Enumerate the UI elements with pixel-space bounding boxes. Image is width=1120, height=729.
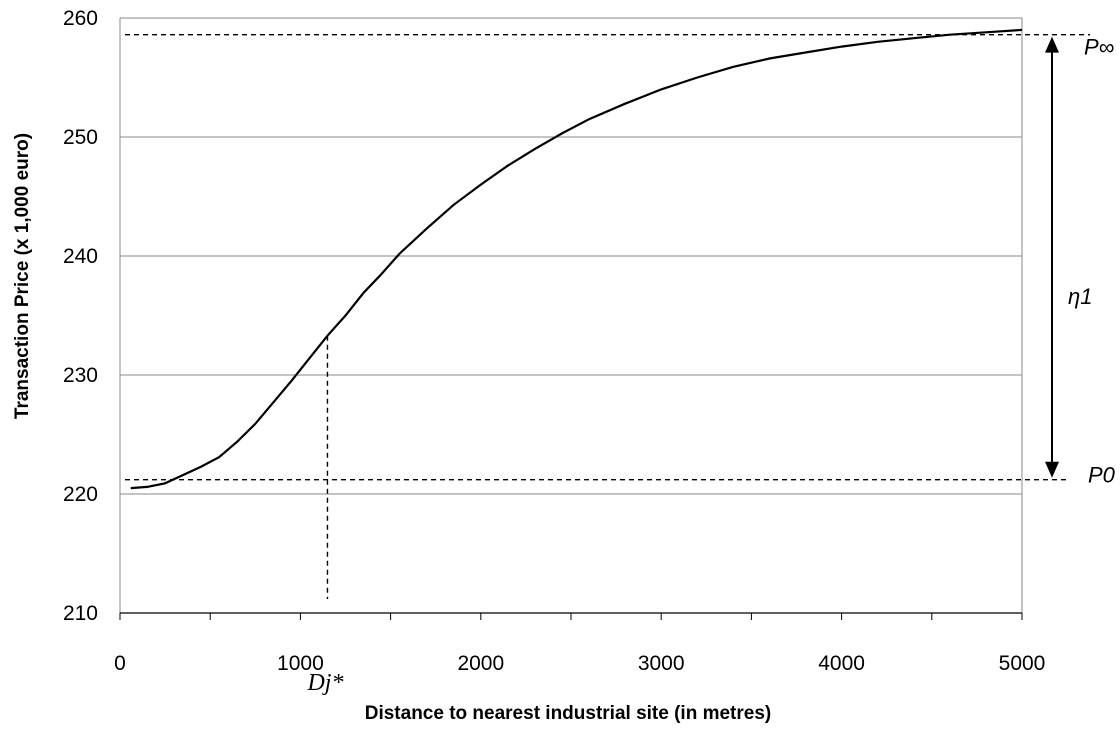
d-star-label: Dj* (306, 670, 343, 696)
x-tick-label-2000: 2000 (457, 652, 504, 675)
tick-labels: 210 220 230 240 250 260 0 1000 2000 3000 4000 5000 (63, 7, 1045, 675)
x-tick-label-4000: 4000 (818, 652, 865, 675)
y-axis-label: Transaction Price (x 1,000 euro) (12, 133, 33, 419)
eta-label: η1 (1068, 284, 1092, 309)
x-tick-label-5000: 5000 (999, 652, 1046, 675)
y-tick-label-220: 220 (63, 483, 98, 506)
y-tick-label-240: 240 (63, 245, 98, 268)
series-layer (130, 28, 1023, 490)
eta-arrow-head-up (1045, 36, 1059, 53)
x-tick-label-0: 0 (114, 652, 126, 675)
y-tick-label-250: 250 (63, 126, 98, 149)
y-tick-label-260: 260 (63, 7, 98, 30)
grid-lines (120, 17, 1022, 495)
axes (119, 18, 1023, 620)
y-tick-label-230: 230 (63, 364, 98, 387)
eta-arrow-head-down (1045, 461, 1059, 478)
x-tick-label-3000: 3000 (638, 652, 685, 675)
annotations: P∞ P0 η1 Dj* (125, 33, 1116, 696)
price-curve (130, 28, 1023, 490)
y-tick-label-210: 210 (63, 602, 98, 625)
p-zero-label: P0 (1088, 463, 1116, 488)
x-axis-label: Distance to nearest industrial site (in … (365, 703, 772, 724)
x-tick-label-1000: 1000 (277, 652, 324, 675)
p-inf-label: P∞ (1084, 35, 1114, 60)
